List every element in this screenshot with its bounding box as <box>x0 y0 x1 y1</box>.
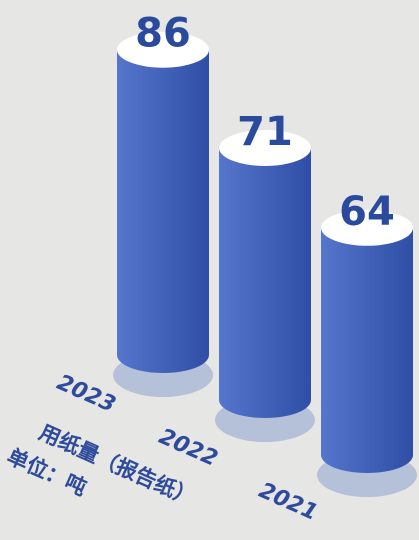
cylinder <box>321 227 413 473</box>
cylinder <box>219 147 311 418</box>
value-label: 86 <box>135 11 191 57</box>
cylinder-top <box>117 31 209 68</box>
cylinder <box>117 49 209 373</box>
cylinder-top <box>321 209 413 246</box>
value-label: 71 <box>237 109 293 155</box>
value-label: 64 <box>339 189 395 235</box>
cylinder-top <box>219 129 311 166</box>
